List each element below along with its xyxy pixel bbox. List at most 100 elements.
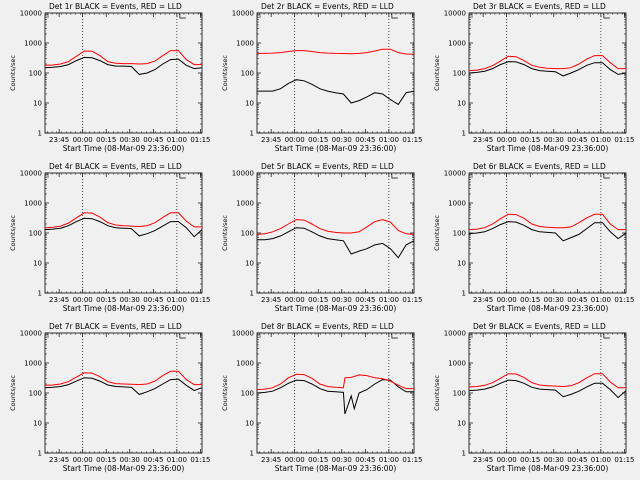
plot-frame [256, 332, 415, 454]
x-tick-label: 00:15 [308, 136, 328, 144]
x-tick-label: 00:45 [567, 456, 587, 464]
y-tick-label: 10000 [232, 10, 254, 18]
y-tick-label: 10000 [232, 170, 254, 178]
panel-title: Det 3r BLACK = Events, RED = LLD [473, 2, 606, 11]
x-tick-label: 23:45 [473, 296, 493, 304]
x-tick-label: 23:45 [49, 136, 69, 144]
x-tick-label: 00:30 [120, 296, 140, 304]
panel-title: Det 6r BLACK = Events, RED = LLD [473, 162, 606, 171]
x-tick-label: 01:15 [614, 136, 634, 144]
y-tick-label: 10000 [20, 330, 42, 338]
y-tick-label: 1 [250, 290, 254, 298]
x-tick-label: 00:30 [544, 136, 564, 144]
x-axis-label: Start Time (08-Mar-09 23:36:00) [275, 304, 397, 313]
y-tick-label: 100 [241, 390, 254, 398]
x-tick-label: 00:30 [120, 456, 140, 464]
y-tick-label: 10 [33, 260, 42, 268]
x-tick-label: 01:00 [167, 136, 187, 144]
x-tick-label: 23:45 [473, 456, 493, 464]
y-axis-label: Counts/sec [433, 375, 441, 411]
marker-glyph [603, 334, 610, 339]
panel-title: Det 5r BLACK = Events, RED = LLD [261, 162, 394, 171]
lld-series-line [44, 370, 202, 386]
x-tick-label: 00:15 [308, 296, 328, 304]
y-tick-label: 1000 [236, 40, 254, 48]
x-tick-label: 00:15 [96, 456, 116, 464]
x-tick-label: 01:00 [167, 296, 187, 304]
y-tick-label: 1000 [448, 40, 466, 48]
y-tick-label: 100 [29, 390, 42, 398]
x-tick-label: 01:15 [402, 456, 422, 464]
lld-series-line [256, 373, 414, 391]
events-series-line [44, 56, 203, 75]
x-tick-label: 01:00 [591, 456, 611, 464]
y-axis-label: Counts/sec [433, 215, 441, 251]
x-axis-label: Start Time (08-Mar-09 23:36:00) [275, 144, 397, 153]
plot-frame [468, 12, 627, 134]
x-tick-label: 00:00 [497, 456, 517, 464]
x-tick-label: 00:00 [285, 296, 305, 304]
x-tick-label: 00:15 [520, 296, 540, 304]
y-axis-label: Counts/sec [221, 215, 229, 251]
x-tick-label: 00:15 [96, 136, 116, 144]
panel-title: Det 4r BLACK = Events, RED = LLD [49, 162, 182, 171]
chart-panel-7: Det 7r BLACK = Events, RED = LLD 1 10 100 10… [9, 322, 211, 473]
y-axis-label: Counts/sec [221, 375, 229, 411]
x-tick-label: 00:45 [567, 136, 587, 144]
x-tick-label: 23:45 [261, 456, 281, 464]
chart-panel-5: Det 5r BLACK = Events, RED = LLD 1 10 100 10… [221, 162, 423, 313]
x-tick-label: 00:45 [143, 136, 163, 144]
plot-frame [468, 332, 627, 454]
x-axis-label: Start Time (08-Mar-09 23:36:00) [63, 464, 185, 473]
x-tick-label: 01:00 [167, 456, 187, 464]
plot-frame [44, 12, 203, 134]
lld-series-line [44, 212, 202, 229]
x-tick-label: 00:45 [355, 136, 375, 144]
x-tick-label: 23:45 [261, 296, 281, 304]
x-tick-label: 01:15 [402, 296, 422, 304]
x-tick-label: 00:30 [332, 456, 352, 464]
x-tick-label: 01:15 [190, 456, 210, 464]
events-series-line [257, 79, 415, 106]
y-tick-label: 1000 [448, 200, 466, 208]
x-tick-label: 01:15 [190, 296, 210, 304]
x-tick-label: 00:15 [520, 136, 540, 144]
y-tick-label: 1000 [24, 40, 42, 48]
y-tick-label: 1 [38, 290, 42, 298]
y-axis-label: Counts/sec [9, 375, 17, 411]
x-tick-label: 01:15 [190, 136, 210, 144]
x-axis-label: Start Time (08-Mar-09 23:36:00) [63, 144, 185, 153]
marker-glyph [179, 174, 186, 179]
x-tick-label: 01:15 [614, 456, 634, 464]
y-tick-label: 10000 [232, 330, 254, 338]
chart-panel-9: Det 9r BLACK = Events, RED = LLD 1 10 100 10… [433, 322, 635, 473]
marker-glyph [179, 334, 186, 339]
panel-title: Det 2r BLACK = Events, RED = LLD [261, 2, 394, 11]
y-tick-label: 1 [462, 450, 466, 458]
y-axis-label: Counts/sec [433, 55, 441, 91]
x-tick-label: 23:45 [49, 456, 69, 464]
y-tick-label: 1000 [24, 360, 42, 368]
plot-frame [44, 172, 203, 294]
lld-series-line [468, 373, 626, 389]
y-tick-label: 1 [250, 130, 254, 138]
y-tick-label: 100 [241, 70, 254, 78]
x-tick-label: 01:00 [591, 136, 611, 144]
x-tick-label: 00:45 [567, 296, 587, 304]
x-tick-label: 00:30 [332, 296, 352, 304]
marker-glyph [603, 174, 610, 179]
plot-frame [44, 332, 203, 454]
x-tick-label: 00:00 [497, 136, 517, 144]
marker-glyph [391, 174, 398, 179]
x-tick-label: 00:00 [73, 136, 93, 144]
x-axis-label: Start Time (08-Mar-09 23:36:00) [487, 464, 609, 473]
y-tick-label: 1 [38, 130, 42, 138]
events-series-line [44, 217, 203, 238]
x-tick-label: 01:00 [379, 136, 399, 144]
x-tick-label: 00:45 [143, 296, 163, 304]
panel-title: Det 1r BLACK = Events, RED = LLD [49, 2, 182, 11]
events-series-line [256, 379, 414, 415]
x-axis-label: Start Time (08-Mar-09 23:36:00) [487, 144, 609, 153]
plot-frame [256, 172, 415, 294]
